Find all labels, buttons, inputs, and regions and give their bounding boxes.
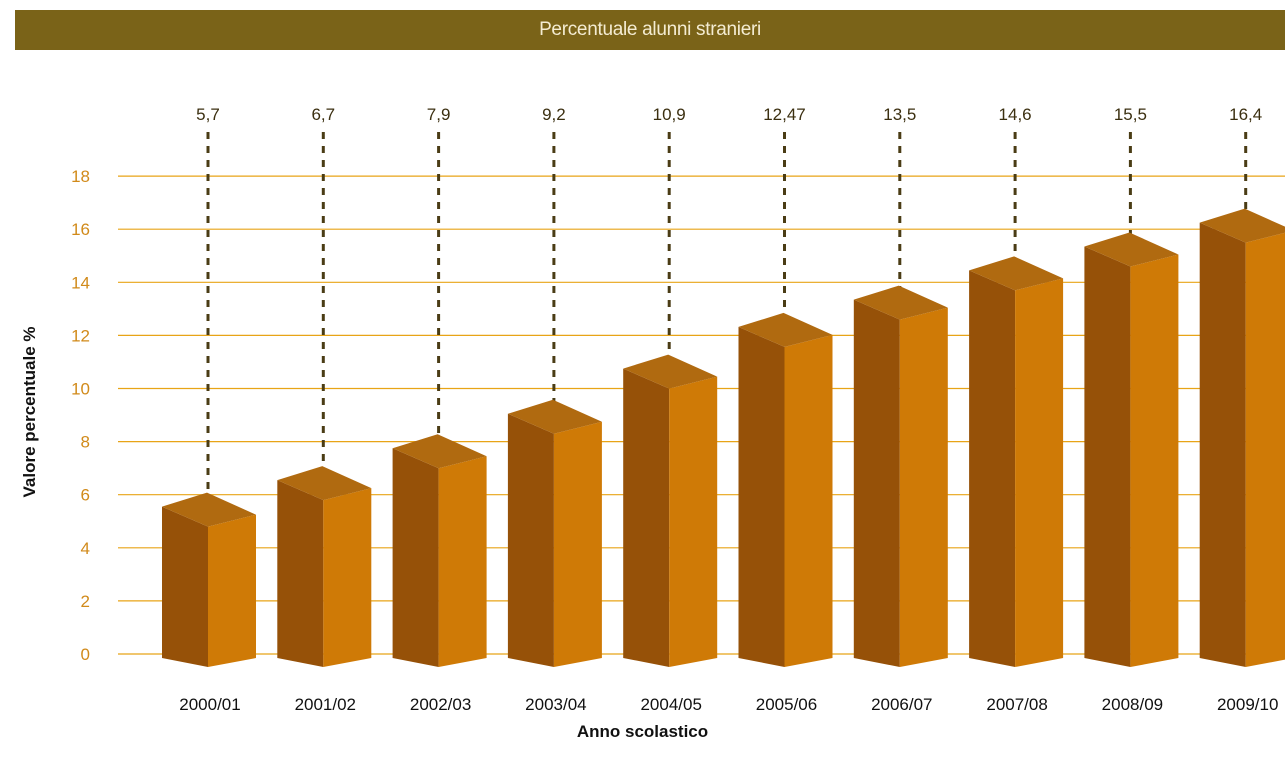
bar-front-face bbox=[899, 307, 948, 667]
bar-side-face bbox=[738, 326, 785, 667]
bar-top-face bbox=[738, 312, 833, 347]
bar-front-face bbox=[323, 488, 372, 667]
bar-side-face bbox=[853, 299, 900, 667]
bar-top-face bbox=[392, 434, 487, 469]
bar bbox=[507, 399, 602, 667]
bar-side-face bbox=[507, 413, 554, 667]
x-tick-label: 2006/07 bbox=[871, 695, 932, 714]
bar-side-face bbox=[623, 368, 670, 667]
bar-side-face bbox=[1199, 222, 1246, 667]
y-axis-label: Valore percentuale % bbox=[20, 326, 39, 498]
bar-side-face bbox=[277, 480, 324, 667]
y-tick-label: 10 bbox=[71, 380, 90, 399]
bar-value-label: 13,5 bbox=[883, 105, 916, 124]
bar bbox=[1084, 232, 1179, 667]
bar-value-label: 5,7 bbox=[196, 105, 220, 124]
bar-value-label: 6,7 bbox=[311, 105, 335, 124]
y-tick-label: 18 bbox=[71, 167, 90, 186]
bar bbox=[853, 285, 948, 667]
bar bbox=[623, 354, 718, 667]
bar-front-face bbox=[669, 376, 718, 667]
bar-front-face bbox=[553, 421, 602, 667]
chart-title: Percentuale alunni stranieri bbox=[539, 19, 761, 40]
y-tick-label: 12 bbox=[71, 326, 90, 345]
bar-value-label: 10,9 bbox=[653, 105, 686, 124]
bar bbox=[738, 312, 833, 667]
bar-top-face bbox=[969, 256, 1064, 291]
bar-value-label: 15,5 bbox=[1114, 105, 1147, 124]
x-axis-label: Anno scolastico bbox=[576, 722, 709, 741]
y-tick-label: 8 bbox=[81, 433, 90, 452]
bar bbox=[1199, 208, 1285, 667]
x-tick-label: 2007/08 bbox=[986, 695, 1047, 714]
bar-value-label: 12,47 bbox=[763, 105, 806, 124]
y-tick-label: 2 bbox=[81, 592, 90, 611]
bar-top-face bbox=[162, 492, 256, 527]
x-tick-label: 2001/02 bbox=[295, 695, 356, 714]
bar-front-face bbox=[208, 514, 256, 667]
bar-top-face bbox=[853, 285, 948, 320]
bar-value-label: 7,9 bbox=[427, 105, 451, 124]
x-tick-label: 2005/06 bbox=[756, 695, 817, 714]
x-tick-label: 2004/05 bbox=[640, 695, 701, 714]
bar-value-label: 16,4 bbox=[1229, 105, 1262, 124]
bar bbox=[969, 256, 1064, 667]
bar-side-face bbox=[162, 506, 208, 667]
bar-front-face bbox=[1245, 232, 1285, 667]
bar-top-face bbox=[507, 399, 602, 434]
x-tick-label: 2002/03 bbox=[410, 695, 471, 714]
bar bbox=[277, 466, 372, 667]
bar-top-face bbox=[623, 354, 718, 389]
bar-side-face bbox=[392, 448, 439, 667]
bar bbox=[162, 492, 256, 667]
bar-front-face bbox=[1015, 278, 1064, 667]
x-tick-label: 2009/10 bbox=[1217, 695, 1278, 714]
y-tick-label: 16 bbox=[71, 220, 90, 239]
bar-value-label: 9,2 bbox=[542, 105, 566, 124]
bar bbox=[392, 434, 487, 667]
bar-front-face bbox=[438, 456, 487, 667]
bar-value-label: 14,6 bbox=[999, 105, 1032, 124]
bar-front-face bbox=[1130, 254, 1179, 667]
bar-top-face bbox=[1084, 232, 1179, 267]
bar-side-face bbox=[1084, 246, 1131, 667]
y-tick-label: 6 bbox=[81, 486, 90, 505]
y-tick-label: 0 bbox=[81, 645, 90, 664]
bar-top-face bbox=[1199, 208, 1285, 243]
bar-top-face bbox=[277, 466, 372, 501]
chart-title-bar: Percentuale alunni stranieri bbox=[15, 10, 1285, 50]
x-tick-label: 2003/04 bbox=[525, 695, 586, 714]
x-tick-label: 2008/09 bbox=[1102, 695, 1163, 714]
bar-side-face bbox=[969, 270, 1016, 667]
y-tick-label: 14 bbox=[71, 273, 90, 292]
y-tick-label: 4 bbox=[81, 539, 90, 558]
bar-front-face bbox=[784, 334, 833, 667]
x-tick-label: 2000/01 bbox=[179, 695, 240, 714]
